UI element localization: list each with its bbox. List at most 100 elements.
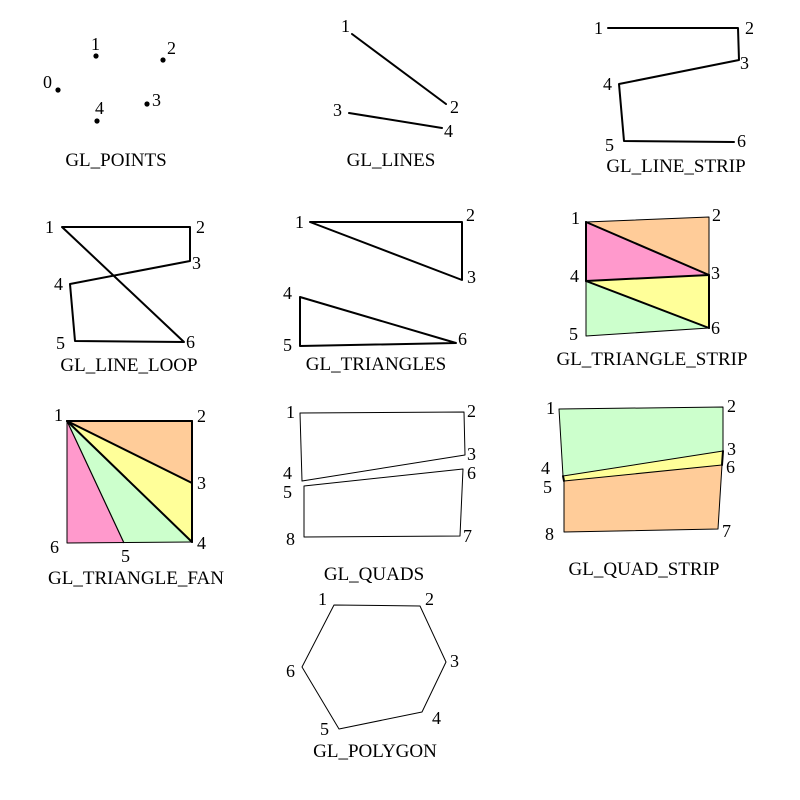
diagram-triangle-strip: 1 2 3 4 5 6 GL_TRIANGLE_STRIP: [556, 205, 747, 370]
strip-edge: [585, 280, 710, 329]
diagram-points: 0 1 2 3 4 GL_POINTS: [43, 34, 176, 171]
vertex-label: 2: [745, 18, 754, 38]
strip-triangle-green: [586, 281, 709, 336]
vertex-point: [160, 57, 166, 63]
fan-outline: [66, 421, 193, 544]
vertex-label: 3: [192, 253, 201, 273]
vertex-label: 0: [43, 72, 52, 92]
vertex-point: [144, 101, 150, 107]
vertex-label: 2: [712, 205, 721, 225]
vertex-label: 4: [541, 458, 550, 478]
vertex-label: 3: [711, 263, 720, 283]
vertex-point: [93, 53, 99, 59]
vertex-label: 5: [569, 324, 578, 344]
vertex-label: 2: [467, 401, 476, 421]
vertex-label: 4: [283, 283, 292, 303]
vertex-label: 1: [594, 18, 603, 38]
vertex-label: 1: [295, 212, 304, 232]
strip-edge: [585, 274, 710, 282]
vertex-label: 1: [45, 217, 54, 237]
strip-triangle-pink: [586, 222, 709, 281]
vertex-label: 5: [283, 335, 292, 355]
diagram-caption: GL_TRIANGLE_FAN: [48, 568, 224, 589]
vertex-label: 4: [603, 74, 612, 94]
vertex-label: 4: [95, 98, 104, 118]
quad-strip-yellow: [563, 451, 723, 481]
vertex-label: 5: [605, 135, 614, 155]
vertex-label: 5: [121, 546, 130, 566]
triangle: [299, 296, 457, 347]
vertex-label: 5: [320, 719, 329, 739]
line-segment: [348, 112, 443, 129]
vertex-label: 5: [283, 482, 292, 502]
vertex-label: 2: [450, 97, 459, 117]
line-loop-path: [61, 226, 191, 343]
vertex-label: 6: [467, 463, 476, 483]
diagram-quad-strip: 1 2 3 4 5 6 7 8 GL_QUAD_STRIP: [541, 396, 736, 580]
diagram-caption: GL_QUAD_STRIP: [569, 559, 720, 580]
diagram-quads: 1 2 3 4 5 6 7 8 GL_QUADS: [283, 401, 476, 585]
diagram-caption: GL_LINES: [347, 150, 436, 171]
diagram-caption: GL_POINTS: [65, 150, 166, 171]
vertex-label: 5: [56, 333, 65, 353]
vertex-label: 4: [570, 266, 579, 286]
diagram-caption: GL_TRIANGLES: [306, 354, 446, 375]
diagram-caption: GL_LINE_LOOP: [60, 355, 197, 376]
vertex-label: 6: [711, 318, 720, 338]
vertex-label: 2: [167, 38, 176, 58]
vertex-label: 1: [546, 398, 555, 418]
vertex-point: [94, 118, 100, 124]
diagram-polygon: 1 2 3 4 5 6 GL_POLYGON: [286, 589, 459, 762]
quad: [303, 468, 464, 538]
vertex-label: 3: [333, 100, 342, 120]
quad-strip-orange: [564, 465, 722, 532]
diagram-lines: 1 2 3 4 GL_LINES: [333, 16, 459, 171]
vertex-label: 1: [54, 405, 63, 425]
vertex-label: 8: [545, 524, 554, 544]
diagram-triangles: 1 2 3 4 5 6 GL_TRIANGLES: [283, 205, 476, 375]
diagram-caption: GL_TRIANGLE_STRIP: [556, 349, 747, 370]
vertex-label: 1: [318, 589, 327, 609]
vertex-label: 1: [341, 16, 350, 36]
diagram-caption: GL_QUADS: [324, 564, 424, 585]
triangle: [309, 221, 463, 281]
vertex-label: 2: [425, 589, 434, 609]
vertex-label: 4: [444, 121, 453, 141]
diagram-line-strip: 1 2 3 4 5 6 GL_LINE_STRIP: [594, 18, 754, 177]
vertex-label: 6: [458, 329, 467, 349]
vertex-label: 2: [196, 217, 205, 237]
vertex-label: 2: [466, 205, 475, 225]
vertex-label: 3: [727, 439, 736, 459]
quad-strip-outline: [563, 464, 723, 533]
vertex-label: 8: [286, 529, 295, 549]
quad-strip-edge: [562, 475, 565, 482]
vertex-label: 1: [571, 208, 580, 228]
vertex-label: 5: [543, 477, 552, 497]
vertex-label: 2: [727, 396, 736, 416]
hexagon: [301, 604, 447, 730]
vertex-label: 6: [50, 537, 59, 557]
line-strip-path: [607, 27, 740, 143]
vertex-point: [55, 87, 61, 93]
vertex-label: 7: [722, 521, 731, 541]
vertex-label: 3: [467, 267, 476, 287]
strip-triangle-orange: [586, 217, 709, 275]
vertex-label: 4: [54, 274, 63, 294]
vertex-label: 7: [463, 526, 472, 546]
diagram-caption: GL_POLYGON: [313, 741, 437, 762]
strip-triangle-yellow: [586, 275, 709, 328]
vertex-label: 6: [186, 332, 195, 352]
vertex-label: 2: [197, 406, 206, 426]
vertex-label: 3: [740, 53, 749, 73]
strip-outline: [585, 216, 710, 275]
vertex-label: 4: [197, 533, 206, 553]
vertex-label: 6: [726, 457, 735, 477]
diagram-caption: GL_LINE_STRIP: [606, 156, 745, 177]
vertex-label: 4: [283, 463, 292, 483]
vertex-label: 6: [737, 131, 746, 151]
vertex-label: 1: [91, 34, 100, 54]
vertex-label: 3: [450, 651, 459, 671]
strip-outline: [585, 281, 710, 337]
vertex-label: 3: [467, 444, 476, 464]
